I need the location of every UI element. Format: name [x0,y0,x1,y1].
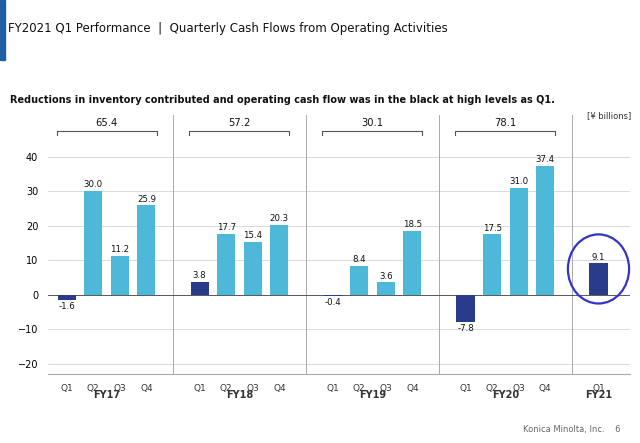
Bar [244,241,262,295]
Text: 11.2: 11.2 [110,245,129,254]
Text: 65.4: 65.4 [95,118,118,128]
Text: 57.2: 57.2 [228,118,251,128]
Bar [509,188,528,295]
Bar [270,225,289,295]
Bar [403,231,421,295]
Bar [589,264,607,295]
Text: 37.4: 37.4 [536,155,555,164]
Text: Konica Minolta, Inc.    6: Konica Minolta, Inc. 6 [524,425,621,434]
Text: [¥ billions]: [¥ billions] [588,111,632,120]
Text: 18.5: 18.5 [403,220,422,229]
Text: -1.6: -1.6 [58,302,75,311]
Bar [191,282,209,295]
Text: 17.7: 17.7 [216,223,236,232]
Text: 9.1: 9.1 [592,253,605,262]
Bar [323,295,342,296]
Bar [0,0,5,60]
Text: 17.5: 17.5 [483,224,502,233]
Text: 25.9: 25.9 [137,194,156,204]
Bar [483,234,501,295]
Text: FY21: FY21 [585,390,612,400]
Bar [217,234,236,295]
Text: FY18: FY18 [226,390,253,400]
Bar [456,295,475,322]
Bar [111,256,129,295]
Text: 8.4: 8.4 [353,255,366,264]
Bar [58,295,76,300]
Text: Transition of Net cash flows from operating activities: Transition of Net cash flows from operat… [120,68,520,82]
Bar [377,283,395,295]
Text: -7.8: -7.8 [457,323,474,333]
Text: 15.4: 15.4 [243,231,262,240]
Bar [536,166,554,295]
Text: 3.8: 3.8 [193,271,206,280]
Text: 30.1: 30.1 [362,118,383,128]
Text: 20.3: 20.3 [270,214,289,223]
Text: 30.0: 30.0 [84,180,103,190]
Text: 78.1: 78.1 [494,118,516,128]
Bar [138,206,156,295]
Text: FY2021 Q1 Performance  |  Quarterly Cash Flows from Operating Activities: FY2021 Q1 Performance | Quarterly Cash F… [8,22,448,35]
Bar [84,191,102,295]
Text: FY17: FY17 [93,390,120,400]
Text: Reductions in inventory contributed and operating cash flow was in the black at : Reductions in inventory contributed and … [10,95,554,105]
Text: FY20: FY20 [492,390,519,400]
Text: FY19: FY19 [359,390,386,400]
Text: 31.0: 31.0 [509,177,528,186]
Text: 3.6: 3.6 [379,272,392,281]
Bar [350,266,368,295]
Text: -0.4: -0.4 [324,298,341,307]
